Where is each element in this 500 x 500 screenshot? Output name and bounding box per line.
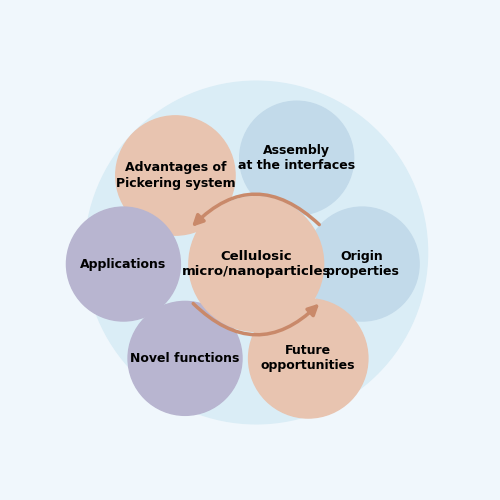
Text: Novel functions: Novel functions xyxy=(130,352,240,365)
Text: Advantages of
Pickering system: Advantages of Pickering system xyxy=(116,162,235,190)
Text: Cellulosic
micro/nanoparticles: Cellulosic micro/nanoparticles xyxy=(182,250,331,278)
Text: Assembly
at the interfaces: Assembly at the interfaces xyxy=(238,144,355,172)
Circle shape xyxy=(116,116,235,235)
Circle shape xyxy=(128,302,242,416)
Text: Origin
properties: Origin properties xyxy=(326,250,398,278)
Circle shape xyxy=(85,81,427,424)
Circle shape xyxy=(305,207,419,321)
Circle shape xyxy=(248,298,368,418)
Circle shape xyxy=(66,207,180,321)
Circle shape xyxy=(189,196,324,332)
Text: Future
opportunities: Future opportunities xyxy=(261,344,356,372)
Text: Applications: Applications xyxy=(80,258,166,270)
Circle shape xyxy=(240,101,354,215)
